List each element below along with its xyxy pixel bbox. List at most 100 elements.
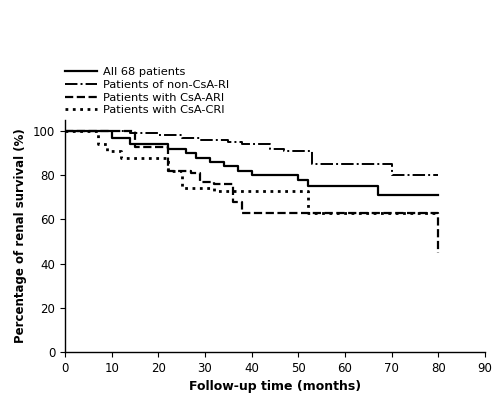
Patients of non-CsA-RI — [226, 140, 232, 144]
All 68 patients — [164, 146, 170, 151]
Patients of non-CsA-RI — [178, 135, 184, 140]
Patients with CsA-CRI — [94, 142, 100, 147]
Patients with CsA-ARI — [164, 144, 170, 149]
Y-axis label: Percentage of renal survival (%): Percentage of renal survival (%) — [14, 129, 28, 343]
Patients with CsA-ARI — [198, 180, 203, 184]
Patients of non-CsA-RI — [198, 138, 203, 142]
Patients of non-CsA-RI — [366, 162, 372, 166]
Patients of non-CsA-RI — [108, 129, 114, 134]
All 68 patients — [128, 142, 134, 147]
Patients of non-CsA-RI — [342, 162, 348, 166]
All 68 patients — [304, 184, 310, 189]
Patients with CsA-ARI — [240, 199, 246, 204]
Patients with CsA-CRI — [212, 186, 218, 191]
Patients with CsA-ARI — [304, 210, 310, 215]
Patients with CsA-CRI — [388, 210, 394, 215]
Patients of non-CsA-RI — [388, 173, 394, 178]
Patients with CsA-ARI — [304, 210, 310, 215]
All 68 patients — [436, 193, 442, 198]
Patients with CsA-ARI — [108, 129, 114, 134]
Patients of non-CsA-RI — [240, 140, 246, 144]
All 68 patients — [156, 142, 162, 147]
Patients of non-CsA-RI — [366, 162, 372, 166]
Patients with CsA-CRI — [436, 210, 442, 215]
Patients with CsA-ARI — [230, 182, 236, 186]
Patients of non-CsA-RI — [342, 162, 348, 166]
All 68 patients — [234, 164, 240, 169]
Patients of non-CsA-RI — [310, 162, 316, 166]
Line: Patients with CsA-CRI: Patients with CsA-CRI — [65, 131, 438, 213]
Patients with CsA-ARI — [62, 129, 68, 134]
Patients with CsA-CRI — [436, 210, 442, 215]
Patients with CsA-CRI — [366, 210, 372, 215]
All 68 patients — [248, 173, 254, 178]
Patients with CsA-ARI — [230, 199, 236, 204]
Patients with CsA-ARI — [132, 129, 138, 134]
All 68 patients — [192, 155, 198, 160]
Patients with CsA-CRI — [178, 186, 184, 191]
All 68 patients — [268, 173, 274, 178]
All 68 patients — [62, 129, 68, 134]
Patients with CsA-CRI — [164, 155, 170, 160]
All 68 patients — [436, 193, 442, 198]
Patients of non-CsA-RI — [436, 173, 442, 178]
Patients with CsA-ARI — [188, 171, 194, 176]
Patients with CsA-ARI — [436, 210, 442, 215]
Patients with CsA-CRI — [304, 188, 310, 193]
All 68 patients — [184, 151, 190, 156]
All 68 patients — [206, 160, 212, 164]
Patients with CsA-ARI — [108, 129, 114, 134]
Patients with CsA-CRI — [118, 155, 124, 160]
All 68 patients — [156, 142, 162, 147]
Patients of non-CsA-RI — [128, 129, 134, 134]
Patients of non-CsA-RI — [310, 148, 316, 153]
Patients with CsA-CRI — [388, 210, 394, 215]
Patients with CsA-CRI — [118, 148, 124, 153]
Patients of non-CsA-RI — [198, 135, 203, 140]
Patients with CsA-CRI — [212, 188, 218, 193]
Patients of non-CsA-RI — [62, 129, 68, 134]
Patients with CsA-CRI — [304, 210, 310, 215]
All 68 patients — [374, 184, 380, 189]
Patients with CsA-CRI — [104, 148, 110, 153]
All 68 patients — [100, 129, 105, 134]
Line: Patients with CsA-ARI: Patients with CsA-ARI — [65, 131, 438, 252]
Patients with CsA-ARI — [164, 168, 170, 173]
All 68 patients — [296, 177, 302, 182]
Patients with CsA-ARI — [212, 180, 218, 184]
Patients with CsA-CRI — [234, 188, 240, 193]
Patients with CsA-CRI — [192, 186, 198, 191]
All 68 patients — [296, 173, 302, 178]
Patients of non-CsA-RI — [156, 131, 162, 136]
All 68 patients — [108, 129, 114, 134]
Patients with CsA-CRI — [192, 186, 198, 191]
Patients with CsA-ARI — [188, 168, 194, 173]
All 68 patients — [206, 155, 212, 160]
All 68 patients — [184, 146, 190, 151]
Patients with CsA-CRI — [234, 188, 240, 193]
Patients of non-CsA-RI — [282, 146, 288, 151]
All 68 patients — [304, 177, 310, 182]
Patients of non-CsA-RI — [436, 173, 442, 178]
All 68 patients — [234, 168, 240, 173]
Patients with CsA-CRI — [178, 168, 184, 173]
Patients with CsA-CRI — [318, 210, 324, 215]
All 68 patients — [366, 184, 372, 189]
All 68 patients — [220, 164, 226, 169]
Patients of non-CsA-RI — [388, 162, 394, 166]
Patients of non-CsA-RI — [178, 133, 184, 138]
Patients of non-CsA-RI — [282, 148, 288, 153]
All 68 patients — [374, 193, 380, 198]
All 68 patients — [108, 135, 114, 140]
Patients of non-CsA-RI — [240, 142, 246, 147]
All 68 patients — [164, 142, 170, 147]
All 68 patients — [192, 151, 198, 156]
Legend: All 68 patients, Patients of non-CsA-RI, Patients with CsA-ARI, Patients with Cs: All 68 patients, Patients of non-CsA-RI,… — [65, 67, 229, 115]
Patients of non-CsA-RI — [268, 146, 274, 151]
Patients with CsA-ARI — [436, 250, 442, 255]
All 68 patients — [366, 184, 372, 189]
All 68 patients — [220, 160, 226, 164]
Patients with CsA-CRI — [164, 168, 170, 173]
X-axis label: Follow-up time (months): Follow-up time (months) — [189, 380, 361, 393]
Patients of non-CsA-RI — [268, 142, 274, 147]
